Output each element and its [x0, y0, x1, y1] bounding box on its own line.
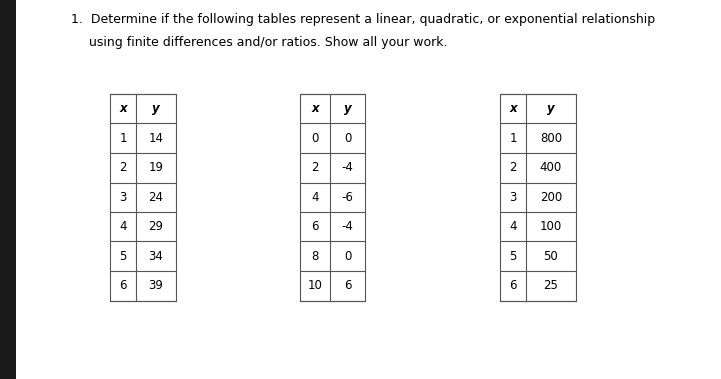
Text: 29: 29 — [149, 220, 164, 233]
Text: using finite differences and/or ratios. Show all your work.: using finite differences and/or ratios. … — [89, 36, 447, 49]
Text: 50: 50 — [544, 250, 558, 263]
Text: y: y — [152, 102, 160, 115]
Text: y: y — [344, 102, 351, 115]
Text: 5: 5 — [509, 250, 517, 263]
Bar — [110, 94, 176, 301]
Text: 100: 100 — [540, 220, 562, 233]
Text: 1.  Determine if the following tables represent a linear, quadratic, or exponent: 1. Determine if the following tables rep… — [71, 13, 655, 26]
Text: 34: 34 — [149, 250, 164, 263]
Text: 200: 200 — [540, 191, 562, 204]
Text: x: x — [119, 102, 127, 115]
Text: 8: 8 — [311, 250, 319, 263]
Bar — [300, 94, 365, 301]
Text: 2: 2 — [119, 161, 127, 174]
Text: 3: 3 — [509, 191, 517, 204]
Bar — [300, 94, 365, 301]
Text: 0: 0 — [311, 132, 319, 145]
Bar — [500, 94, 576, 301]
Text: 1: 1 — [119, 132, 127, 145]
Text: 4: 4 — [509, 220, 517, 233]
Text: 6: 6 — [509, 279, 517, 292]
Text: 6: 6 — [344, 279, 351, 292]
Text: 6: 6 — [311, 220, 319, 233]
Text: y: y — [547, 102, 555, 115]
Text: 2: 2 — [311, 161, 319, 174]
Text: 25: 25 — [544, 279, 559, 292]
Text: 3: 3 — [119, 191, 127, 204]
Text: 24: 24 — [149, 191, 164, 204]
Text: 5: 5 — [119, 250, 127, 263]
Text: 39: 39 — [149, 279, 164, 292]
Text: 6: 6 — [119, 279, 127, 292]
Text: -6: -6 — [342, 191, 353, 204]
Text: -4: -4 — [342, 161, 353, 174]
Bar — [110, 94, 176, 301]
Text: 10: 10 — [308, 279, 322, 292]
Text: 4: 4 — [119, 220, 127, 233]
Bar — [0, 0, 16, 379]
Text: x: x — [311, 102, 319, 115]
Text: 400: 400 — [540, 161, 562, 174]
Text: 0: 0 — [344, 250, 351, 263]
Text: -4: -4 — [342, 220, 353, 233]
Text: 19: 19 — [149, 161, 164, 174]
Text: 1: 1 — [509, 132, 517, 145]
Bar — [500, 94, 576, 301]
Text: 4: 4 — [311, 191, 319, 204]
Text: 800: 800 — [540, 132, 562, 145]
Text: 14: 14 — [149, 132, 164, 145]
Text: x: x — [509, 102, 517, 115]
Text: 0: 0 — [344, 132, 351, 145]
Text: 2: 2 — [509, 161, 517, 174]
